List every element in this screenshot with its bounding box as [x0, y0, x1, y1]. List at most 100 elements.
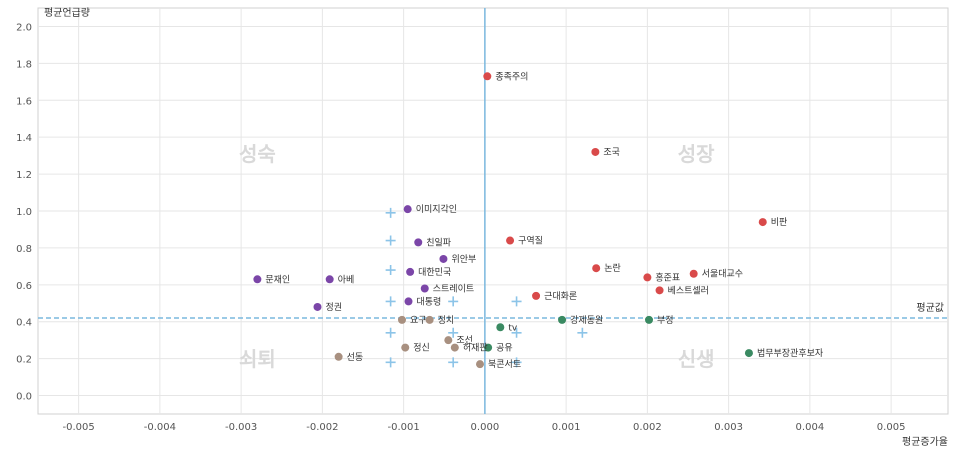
data-point-label: 정신 — [413, 343, 430, 354]
quadrant-label-bottom-right: 신생 — [678, 347, 715, 371]
data-point — [532, 291, 541, 300]
plus-marker — [385, 327, 396, 338]
data-point-label: 법무부장관후보자 — [757, 348, 824, 359]
plus-marker — [385, 207, 396, 218]
data-point-label: 홍준표 — [655, 271, 680, 283]
y-tick-label: 0.0 — [16, 392, 32, 403]
x-tick-label: 0.003 — [714, 422, 743, 433]
data-point-label: 이미지각인 — [416, 203, 457, 215]
y-tick-label: 0.2 — [16, 355, 32, 366]
data-point-label: 공유 — [496, 343, 513, 354]
data-point-label: 종족주의 — [495, 71, 528, 82]
grid-layer — [37, 7, 949, 415]
data-point — [404, 297, 413, 306]
y-axis-title: 평균언급량 — [44, 7, 90, 19]
x-tick-label: -0.005 — [63, 422, 95, 433]
data-point-label: 문재인 — [265, 274, 290, 285]
data-point-label: 북콘서트 — [488, 359, 521, 370]
axis-ticks: -0.005 -0.004 -0.003 -0.002 -0.001 0.000 0.001… — [16, 22, 905, 433]
data-point — [334, 352, 343, 361]
data-point-label: 아베 — [338, 274, 355, 285]
x-tick-label: 0.002 — [633, 422, 662, 433]
data-point — [496, 323, 505, 332]
quadrant-label-top-right: 성장 — [678, 142, 715, 166]
data-point — [253, 275, 262, 284]
data-point — [484, 343, 493, 352]
y-tick-label: 1.8 — [16, 59, 32, 70]
x-tick-label: -0.004 — [144, 422, 176, 433]
y-tick-label: 0.6 — [16, 281, 32, 292]
plus-marker — [448, 327, 459, 338]
data-point-label: 조선 — [456, 335, 473, 346]
y-tick-label: 1.0 — [16, 207, 32, 218]
data-point-label: 스트레이트 — [433, 284, 474, 295]
data-point — [506, 236, 515, 245]
x-tick-label: -0.003 — [225, 422, 257, 433]
data-point — [425, 315, 434, 324]
data-point — [450, 343, 459, 352]
data-point — [414, 238, 423, 247]
mean-line-label: 평균값 — [916, 302, 944, 314]
data-point — [689, 269, 698, 278]
y-tick-label: 2.0 — [16, 22, 32, 33]
data-point-label: 근대화론 — [544, 291, 577, 302]
quadrant-label-top-left: 성숙 — [239, 142, 276, 166]
plus-markers — [385, 207, 588, 368]
data-point — [325, 275, 334, 284]
data-point-label: 논란 — [604, 262, 621, 274]
y-tick-label: 0.4 — [16, 318, 32, 329]
data-point-label: 허재판 — [463, 343, 488, 354]
x-axis-title: 평균증가율 — [902, 436, 948, 448]
plus-marker — [511, 296, 522, 307]
y-tick-label: 1.2 — [16, 170, 32, 181]
data-point-label: tv — [508, 323, 518, 333]
data-point-label: 위안부 — [451, 254, 476, 265]
x-tick-label: -0.001 — [388, 422, 420, 433]
data-point-label: 부정 — [657, 315, 674, 326]
data-point-label: 정치 — [438, 314, 455, 326]
data-point-label: 정권 — [326, 301, 343, 313]
data-point — [398, 315, 406, 324]
plus-marker — [385, 235, 396, 246]
data-point — [592, 264, 601, 273]
data-point — [558, 315, 567, 324]
y-tick-label: 1.4 — [16, 133, 32, 144]
data-point — [483, 72, 492, 81]
data-point-label: 선동 — [347, 352, 364, 363]
data-point-label: 대통령 — [417, 295, 442, 307]
data-point — [744, 349, 753, 358]
data-point-label: 요구 — [410, 315, 427, 326]
y-tick-label: 0.8 — [16, 244, 32, 255]
plus-marker — [511, 357, 522, 368]
data-point — [643, 273, 652, 282]
data-point — [313, 302, 322, 311]
x-tick-label: 0.004 — [796, 422, 825, 433]
x-tick-label: 0.005 — [877, 422, 906, 433]
data-point-label: 비판 — [771, 217, 788, 228]
data-point — [591, 147, 600, 156]
data-point — [439, 254, 448, 263]
data-point-label: 강제동원 — [570, 315, 603, 326]
x-tick-label: -0.002 — [306, 422, 338, 433]
data-point — [403, 205, 412, 214]
data-point-label: 구역질 — [518, 235, 543, 247]
plus-marker — [577, 327, 588, 338]
data-point — [406, 267, 415, 276]
data-point-label: 베스트셀러 — [668, 285, 709, 296]
data-point-label: 대한민국 — [418, 267, 451, 278]
data-point-label: 친일파 — [426, 237, 452, 248]
plus-marker — [448, 296, 459, 307]
data-point — [645, 315, 653, 324]
data-point — [476, 360, 484, 369]
quadrant-label-bottom-left: 쇠퇴 — [239, 347, 276, 371]
data-point — [655, 286, 664, 295]
data-point — [758, 218, 767, 227]
y-tick-label: 1.6 — [16, 96, 32, 107]
plus-marker — [511, 327, 522, 338]
x-tick-label: 0.000 — [471, 422, 500, 433]
data-point — [444, 336, 453, 345]
plus-marker — [448, 357, 459, 368]
